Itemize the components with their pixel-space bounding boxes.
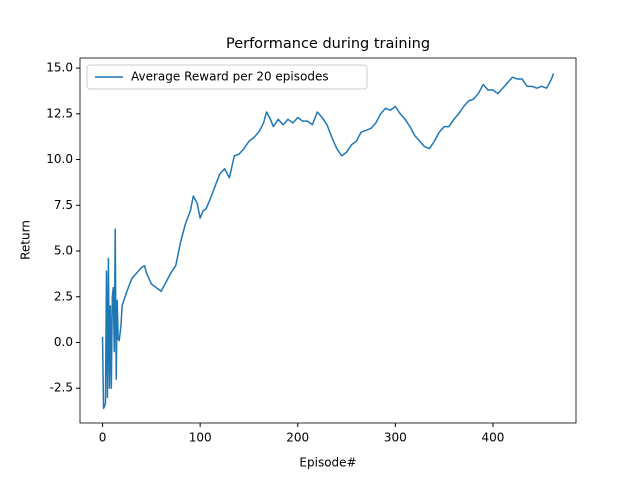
data-line xyxy=(101,73,555,410)
x-tick-label: 0 xyxy=(99,431,107,445)
y-tick-label: 10.0 xyxy=(46,152,73,166)
y-tick-label: 5.0 xyxy=(54,244,73,258)
x-tick-label: 100 xyxy=(189,431,212,445)
y-tick-label: 12.5 xyxy=(46,106,73,120)
x-axis-label: Episode# xyxy=(299,456,356,470)
x-tick-label: 200 xyxy=(286,431,309,445)
y-tick-label: 0.0 xyxy=(54,335,73,349)
x-tick-label: 300 xyxy=(384,431,407,445)
plot-frame xyxy=(79,57,577,424)
y-tick-label: 15.0 xyxy=(46,61,73,75)
chart-title: Performance during training xyxy=(226,36,430,52)
legend-label: Average Reward per 20 episodes xyxy=(131,70,329,84)
legend-box xyxy=(86,64,368,90)
y-tick-label: 7.5 xyxy=(54,198,73,212)
y-axis-label: Return xyxy=(19,220,33,260)
y-tick-label: 2.5 xyxy=(54,289,73,303)
y-tick-label: -2.5 xyxy=(50,381,73,395)
x-tick-label: 400 xyxy=(481,431,504,445)
